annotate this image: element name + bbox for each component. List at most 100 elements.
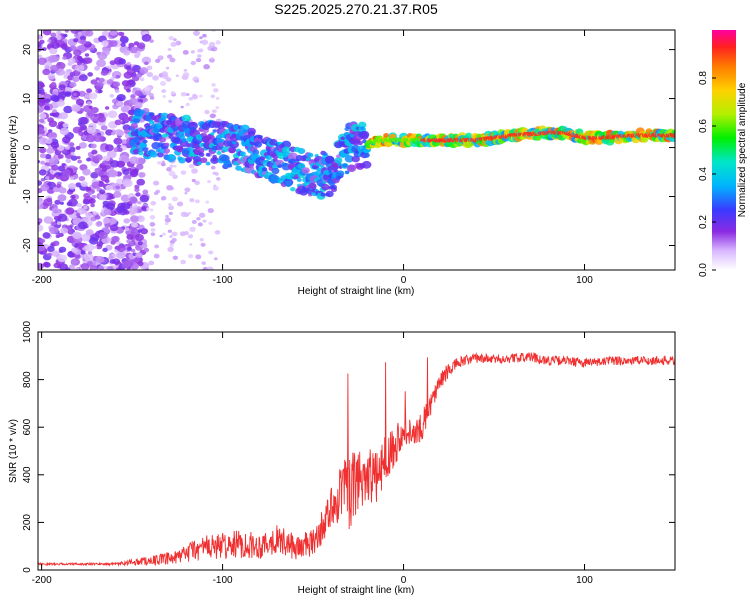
- heatmap-cell: [85, 30, 94, 37]
- heatmap-cell: [173, 164, 177, 168]
- heatmap-cell: [212, 109, 217, 113]
- heatmap-cell: [336, 170, 345, 177]
- heatmap-cell: [94, 215, 101, 220]
- heatmap-cell: [239, 151, 246, 157]
- heatmap-cell: [281, 140, 292, 149]
- heatmap-cell: [122, 169, 130, 176]
- heatmap-cell: [38, 221, 41, 226]
- heatmap-cell: [181, 142, 187, 147]
- heatmap-cell: [38, 180, 43, 186]
- heatmap-cell: [149, 222, 156, 227]
- heatmap-cell: [67, 57, 76, 65]
- heatmap-cell: [209, 113, 216, 119]
- heatmap-cell: [87, 191, 93, 196]
- heatmap-cell: [44, 105, 51, 111]
- heatmap-cell: [290, 187, 296, 192]
- heatmap-cell: [85, 244, 95, 252]
- heatmap-cell: [95, 77, 100, 81]
- bottom-x-axis-label: Height of straight line (km): [298, 585, 415, 596]
- heatmap-cell: [135, 252, 143, 259]
- heatmap-cell: [72, 231, 82, 240]
- heatmap-cell: [110, 131, 116, 136]
- heatmap-cell: [183, 68, 188, 72]
- heatmap-cell: [210, 165, 216, 170]
- heatmap-cell: [167, 229, 172, 233]
- heatmap-cell: [126, 88, 131, 93]
- heatmap-cell: [259, 155, 266, 161]
- heatmap-cell: [118, 58, 126, 65]
- heatmap-cell: [38, 106, 44, 113]
- heatmap-cell: [72, 75, 80, 83]
- heatmap-cell: [120, 194, 131, 202]
- heatmap-cell: [38, 118, 45, 123]
- heatmap-cell: [62, 122, 69, 128]
- heatmap-cell: [150, 151, 158, 158]
- heatmap-cell: [72, 174, 79, 180]
- heatmap-cell: [109, 60, 116, 66]
- heatmap-cell: [39, 113, 47, 119]
- heatmap-cell: [63, 105, 73, 114]
- heatmap-cell: [138, 151, 144, 156]
- heatmap-cell: [136, 72, 143, 78]
- heatmap-cell: [49, 64, 59, 72]
- heatmap-cell: [69, 81, 77, 88]
- heatmap-cell: [215, 40, 221, 45]
- snr-series-line: [38, 351, 675, 567]
- heatmap-cell: [38, 197, 44, 205]
- heatmap-cell: [106, 79, 114, 85]
- heatmap-cell: [114, 119, 122, 126]
- heatmap-cell: [114, 89, 120, 93]
- heatmap-cell: [205, 152, 211, 157]
- chart-title: S225.2025.270.21.37.R05: [274, 1, 438, 17]
- heatmap-cell: [83, 253, 94, 261]
- heatmap-cell: [134, 90, 143, 97]
- heatmap-cell: [162, 232, 167, 236]
- heatmap-cell: [190, 50, 195, 54]
- heatmap-cell: [89, 265, 98, 270]
- heatmap-cell: [135, 192, 141, 197]
- heatmap-cell: [63, 33, 68, 38]
- bottom-y-tick-label: 600: [22, 418, 33, 435]
- heatmap-cell: [88, 105, 93, 109]
- heatmap-cell: [164, 217, 171, 223]
- heatmap-cell: [249, 165, 254, 169]
- heatmap-cell: [51, 207, 59, 213]
- heatmap-cell: [155, 58, 161, 63]
- heatmap-cell: [199, 40, 203, 44]
- heatmap-cell: [207, 180, 212, 184]
- heatmap-cell: [57, 213, 68, 222]
- heatmap-cell: [86, 101, 92, 105]
- heatmap-cell: [172, 255, 178, 260]
- heatmap-cell: [363, 152, 370, 158]
- heatmap-cell: [164, 142, 170, 147]
- heatmap-cell: [137, 241, 143, 246]
- heatmap-cell: [57, 172, 63, 176]
- heatmap-cell: [136, 163, 144, 170]
- colorbar-tick-label: 0.4: [698, 167, 709, 181]
- heatmap-cell: [640, 136, 649, 143]
- heatmap-cell: [115, 185, 120, 190]
- heatmap-cell: [117, 147, 123, 153]
- heatmap-cell: [196, 54, 202, 58]
- heatmap-cell: [323, 152, 328, 156]
- heatmap-cell: [189, 226, 196, 232]
- heatmap-cell: [109, 93, 115, 98]
- heatmap-cell: [106, 265, 114, 270]
- heatmap-cell: [325, 190, 334, 198]
- heatmap-cell: [191, 178, 196, 183]
- heatmap-cell: [229, 140, 240, 149]
- heatmap-cell: [126, 239, 131, 244]
- heatmap-cell: [194, 199, 200, 204]
- heatmap-cell: [141, 206, 147, 211]
- heatmap-cell: [139, 194, 150, 203]
- heatmap-cell: [166, 167, 172, 172]
- heatmap-cell: [126, 246, 132, 251]
- heatmap-cell: [176, 146, 184, 153]
- heatmap-cell: [198, 152, 205, 157]
- heatmap-cell: [190, 121, 196, 126]
- heatmap-cell: [134, 101, 143, 109]
- heatmap-cell: [143, 247, 150, 253]
- heatmap-cell: [161, 71, 168, 77]
- heatmap-cell: [182, 72, 190, 78]
